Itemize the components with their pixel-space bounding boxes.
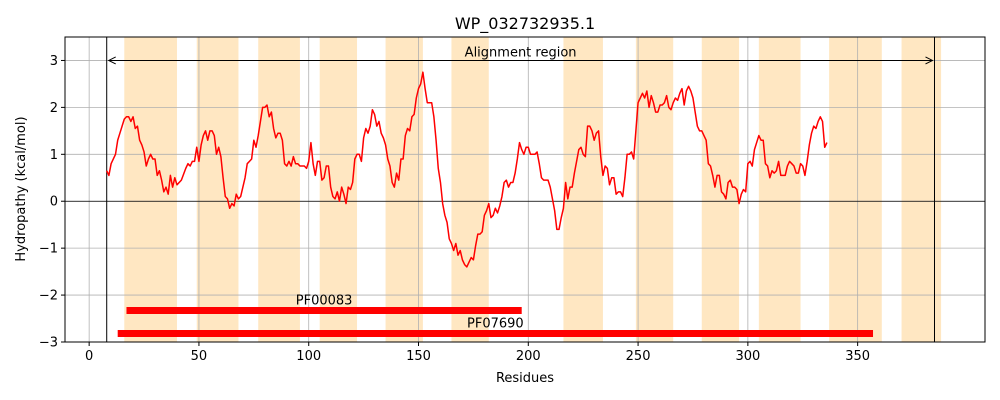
hydrophobic-band-1 [196,37,239,342]
hydrophobic-band-10 [829,37,882,342]
chart-title: WP_032732935.1 [455,14,595,34]
y-tick-label: −3 [39,336,58,351]
hydrophobic-band-11 [901,37,942,342]
hydrophobic-band-8 [701,37,740,342]
annotations: Alignment region [107,45,934,65]
x-tick-label: 200 [516,349,541,364]
y-tick-label: 1 [50,148,58,163]
y-tick-label: −2 [39,289,58,304]
y-axis-ticks: −3 −2 −1 0 1 2 3 [39,54,65,351]
hydrophobic-band-4 [385,37,423,342]
domain-label-PF00083: PF00083 [296,294,353,309]
reference-lines [65,37,985,342]
alignment-region-label: Alignment region [465,45,577,60]
y-tick-label: −1 [39,242,58,257]
x-tick-label: 50 [191,349,208,364]
hydrophobic-band-5 [451,37,489,342]
y-tick-label: 0 [50,195,58,210]
domain-label-PF07690: PF07690 [467,317,524,332]
alignment-arrow-right-head [925,56,934,65]
x-axis-ticks: 0 50 100 150 200 250 300 350 [85,342,870,364]
x-tick-label: 300 [735,349,760,364]
x-tick-label: 150 [406,349,431,364]
alignment-arrow-left-head [107,56,116,65]
hydrophobic-band-7 [635,37,674,342]
x-tick-label: 100 [296,349,321,364]
domain-bars: PF00083 PF07690 [117,294,874,338]
x-tick-label: 0 [85,349,93,364]
y-axis-label: Hydropathy (kcal/mol) [14,116,29,261]
x-axis-label: Residues [496,371,554,386]
series-layer [106,71,828,268]
hydrophobic-band-2 [258,37,300,342]
x-tick-label: 350 [845,349,870,364]
plot-frame [64,36,986,343]
hydropathy-series-line-0 [106,71,828,268]
hydrophobic-band-9 [758,37,801,342]
x-tick-label: 250 [626,349,651,364]
y-tick-label: 2 [50,101,58,116]
y-tick-label: 3 [50,54,58,69]
